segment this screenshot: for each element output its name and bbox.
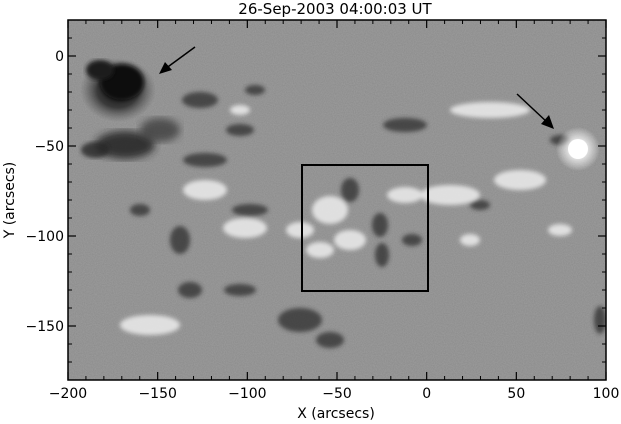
x-axis-ticks: −200 −150 −100 −50 0 50 100: [49, 20, 620, 402]
x-tick-label: −150: [138, 386, 176, 402]
x-tick-label: 0: [422, 386, 431, 402]
y-tick-label: −150: [26, 319, 64, 335]
y-tick-label: −100: [26, 229, 64, 245]
dark-sunspot-group: [80, 58, 180, 159]
y-tick-label: −50: [34, 139, 64, 155]
y-tick-label: 0: [55, 49, 64, 65]
x-axis-label: X (arcsecs): [297, 406, 375, 422]
magnetogram-image: [68, 20, 606, 380]
x-tick-label: −50: [322, 386, 352, 402]
x-tick-label: 50: [507, 386, 525, 402]
x-tick-label: −100: [228, 386, 266, 402]
x-tick-label: 100: [593, 386, 620, 402]
y-axis-label: Y (arcsecs): [2, 162, 18, 240]
dark-network: [130, 85, 606, 348]
region-box: [301, 164, 429, 292]
x-tick-label: −200: [49, 386, 87, 402]
arrow-left-sunspot: [159, 46, 196, 74]
y-axis-ticks: 0 −50 −100 −150: [26, 19, 606, 381]
bright-plage: [120, 102, 572, 335]
figure-title: 26-Sep-2003 04:00:03 UT: [238, 0, 432, 18]
arrow-right-bright: [516, 93, 554, 129]
